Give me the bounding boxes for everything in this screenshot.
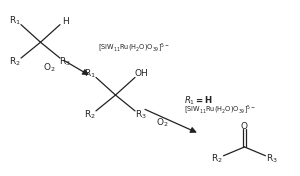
Text: O$_2$: O$_2$ <box>156 116 168 129</box>
Text: [SiW$_{11}$Ru(H$_2$O)O$_{39}$]$^{5-}$: [SiW$_{11}$Ru(H$_2$O)O$_{39}$]$^{5-}$ <box>184 104 256 116</box>
Text: OH: OH <box>134 69 148 78</box>
Text: R$_1$: R$_1$ <box>84 68 96 80</box>
Text: R$_1$: R$_1$ <box>9 15 21 27</box>
Text: R$_2$: R$_2$ <box>84 108 96 121</box>
Text: R$_3$: R$_3$ <box>59 55 71 68</box>
Text: R$_2$: R$_2$ <box>9 55 21 68</box>
Text: O: O <box>241 122 248 131</box>
Text: R$_2$: R$_2$ <box>211 152 223 165</box>
Text: O$_2$: O$_2$ <box>43 61 56 74</box>
Text: R$_3$: R$_3$ <box>135 108 147 121</box>
Text: $\bf{\mathit{R_1}}$$\bf{=H}$: $\bf{\mathit{R_1}}$$\bf{=H}$ <box>184 95 214 108</box>
Text: R$_3$: R$_3$ <box>266 152 278 165</box>
Text: [SiW$_{11}$Ru(H$_2$O)O$_{39}$]$^{5-}$: [SiW$_{11}$Ru(H$_2$O)O$_{39}$]$^{5-}$ <box>98 41 170 54</box>
Text: H: H <box>62 17 68 26</box>
